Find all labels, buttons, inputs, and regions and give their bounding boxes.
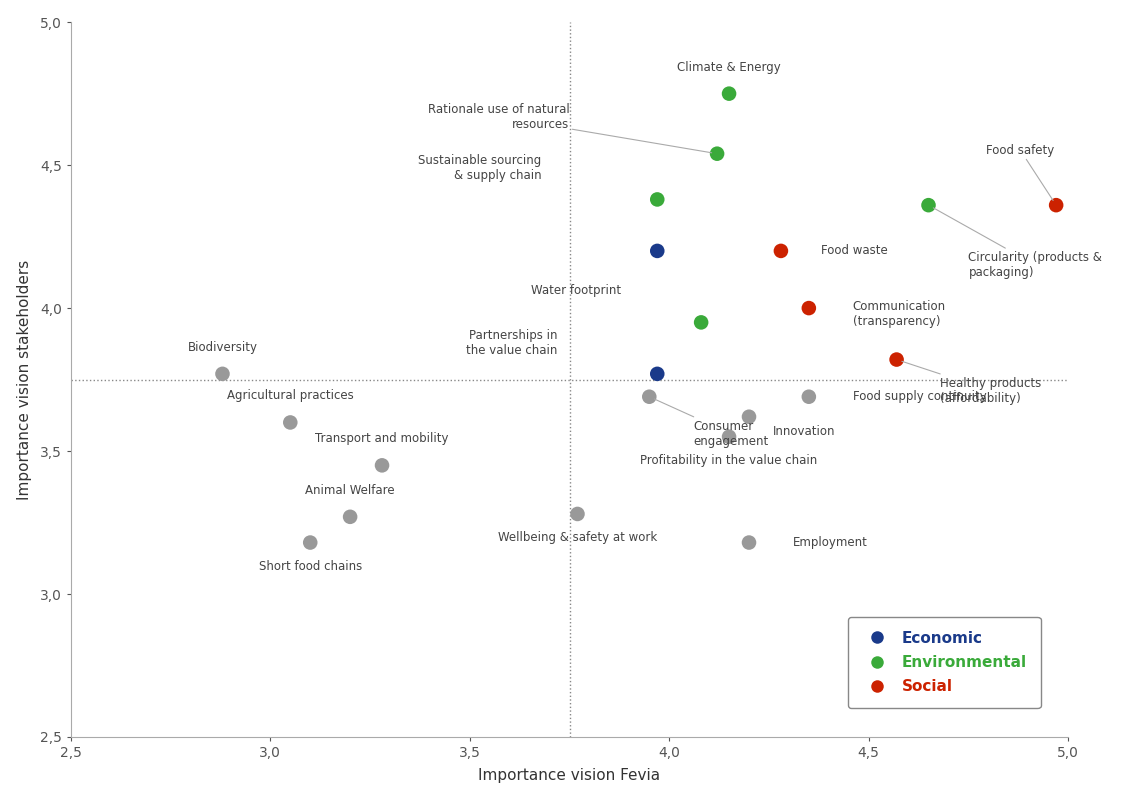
Text: Biodiversity: Biodiversity: [188, 341, 258, 354]
Text: Healthy products
(affordability): Healthy products (affordability): [901, 362, 1042, 405]
Point: [740, 410, 758, 423]
Point: [342, 510, 360, 523]
Point: [720, 430, 739, 443]
Point: [373, 459, 391, 472]
Text: Innovation: Innovation: [772, 426, 836, 438]
Point: [282, 416, 300, 429]
Text: Circularity (products &
packaging): Circularity (products & packaging): [933, 208, 1103, 279]
Text: Profitability in the value chain: Profitability in the value chain: [640, 454, 818, 467]
Text: Food safety: Food safety: [986, 143, 1054, 201]
Point: [771, 245, 789, 258]
Text: Water footprint: Water footprint: [532, 284, 621, 297]
Point: [214, 367, 232, 380]
Text: Sustainable sourcing
& supply chain: Sustainable sourcing & supply chain: [418, 154, 542, 182]
Point: [640, 390, 658, 403]
Point: [800, 302, 818, 314]
Point: [648, 193, 666, 206]
Point: [692, 316, 710, 329]
Point: [740, 536, 758, 549]
Text: Agricultural practices: Agricultural practices: [227, 390, 354, 402]
X-axis label: Importance vision Fevia: Importance vision Fevia: [478, 768, 661, 783]
Point: [1047, 198, 1065, 211]
Point: [720, 87, 739, 100]
Point: [569, 507, 587, 520]
Text: Consumer
engagement: Consumer engagement: [655, 399, 768, 447]
Text: Wellbeing & safety at work: Wellbeing & safety at work: [498, 531, 657, 544]
Point: [800, 390, 818, 403]
Point: [888, 353, 906, 366]
Point: [648, 245, 666, 258]
Point: [648, 367, 666, 380]
Y-axis label: Importance vision stakeholders: Importance vision stakeholders: [17, 259, 32, 500]
Text: Food waste: Food waste: [821, 245, 888, 258]
Point: [920, 198, 938, 211]
Text: Short food chains: Short food chains: [259, 560, 362, 573]
Point: [301, 536, 319, 549]
Text: Employment: Employment: [793, 536, 867, 549]
Point: [708, 147, 726, 160]
Legend: Economic, Environmental, Social: Economic, Environmental, Social: [848, 617, 1041, 708]
Text: Food supply continuity: Food supply continuity: [853, 390, 986, 403]
Text: Animal Welfare: Animal Welfare: [305, 484, 395, 497]
Text: Communication
(transparency): Communication (transparency): [853, 300, 946, 328]
Text: Climate & Energy: Climate & Energy: [677, 61, 780, 74]
Text: Partnerships in
the value chain: Partnerships in the value chain: [466, 329, 558, 357]
Text: Transport and mobility: Transport and mobility: [316, 432, 449, 446]
Text: Rationale use of natural
resources: Rationale use of natural resources: [428, 103, 711, 153]
